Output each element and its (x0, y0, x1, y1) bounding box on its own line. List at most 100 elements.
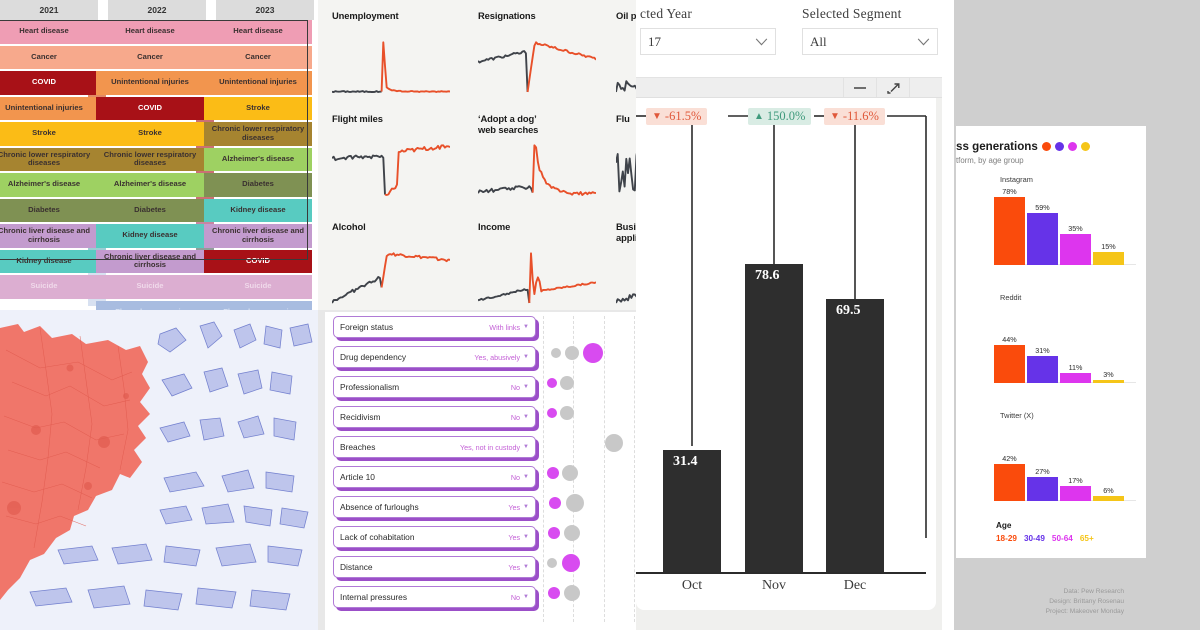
criteria-row[interactable]: Lack of cohabitation Yes ▼ (333, 526, 539, 551)
bar-value-label: 69.5 (836, 303, 861, 319)
criteria-label: Drug dependency (340, 352, 407, 362)
criteria-row[interactable]: Article 10 No ▼ (333, 466, 539, 491)
criteria-dropdown[interactable]: Article 10 No ▼ (333, 466, 536, 488)
criteria-dropdown[interactable]: Professionalism No ▼ (333, 376, 536, 398)
chevron-down-icon[interactable]: ▼ (523, 564, 529, 570)
bump-cell: Alzheimer's disease (204, 147, 312, 171)
generations-subtitle: tform, by age group (956, 156, 1024, 165)
bump-cell: Cancer (204, 45, 312, 69)
bump-cell: Diabetes (204, 173, 312, 197)
sparkline-svg (478, 252, 596, 304)
criteria-dot-plot (543, 316, 635, 626)
criteria-dropdown[interactable]: Distance Yes ▼ (333, 556, 536, 578)
sparkline-svg (332, 144, 450, 196)
criteria-value: Yes ▼ (508, 563, 529, 572)
sparkline-grid: Unemployment Resignations Oil p Flight mile… (318, 0, 638, 310)
sparkline-title: Flight miles (332, 113, 383, 124)
dot-row (543, 462, 635, 484)
bump-cell: COVID (96, 96, 204, 120)
bump-cell: Unintentional injuries (0, 96, 98, 120)
sparkline-cell: Resignations (478, 10, 624, 102)
criteria-dropdown[interactable]: Internal pressures No ▼ (333, 586, 536, 608)
chevron-down-icon[interactable]: ▼ (523, 594, 529, 600)
filter-selected-year: cted Year 17 (640, 6, 776, 55)
selected-segment-select[interactable]: All (802, 28, 938, 55)
generations-bar (1027, 477, 1058, 501)
criteria-value: Yes ▼ (508, 503, 529, 512)
sparkline-title: Oil p (616, 10, 637, 21)
generations-bar (994, 196, 1025, 265)
selected-year-value: 17 (648, 33, 661, 49)
age-group-legend-item: 30-49 (1023, 534, 1045, 543)
criteria-row[interactable]: Distance Yes ▼ (333, 556, 539, 581)
chevron-down-icon[interactable]: ▼ (523, 384, 529, 390)
sparkline-cell: Oil p (616, 10, 638, 102)
map-islands-scatter (29, 321, 313, 611)
generations-bar (1093, 380, 1124, 383)
criteria-value: Yes, not in custody ▼ (460, 443, 529, 452)
bump-chart-body: Heart disease Cancer COVID Unintentional in… (0, 20, 318, 310)
criteria-value-text: No (510, 412, 521, 422)
criteria-row[interactable]: Foreign status With links ▼ (333, 316, 539, 341)
criteria-dropdown[interactable]: Absence of furloughs Yes ▼ (333, 496, 536, 518)
sparkline-title: ‘Adopt a dog’ web searches (478, 113, 539, 136)
generations-bar (1060, 234, 1091, 265)
bump-cell: Stroke (204, 96, 312, 120)
selected-year-select[interactable]: 17 (640, 28, 776, 55)
resize-handle[interactable] (909, 78, 942, 97)
delta-badge: ▲ 150.0% (748, 107, 812, 125)
generations-bar (1060, 373, 1091, 383)
chevron-down-icon (917, 38, 930, 45)
sparkline-svg (616, 293, 638, 304)
chevron-down-icon[interactable]: ▼ (523, 414, 529, 420)
bump-cell: Flu and pneumonia (204, 300, 312, 310)
criteria-value-text: Yes (508, 502, 521, 512)
minimize-icon[interactable] (843, 78, 876, 97)
legend-dot-18-29 (1041, 142, 1051, 151)
bump-cell: Kidney disease (96, 224, 204, 248)
chevron-down-icon[interactable]: ▼ (523, 534, 529, 540)
generations-bar (1027, 213, 1058, 265)
chevron-down-icon[interactable]: ▼ (523, 444, 529, 450)
criteria-dropdown[interactable]: Drug dependency Yes, abusively ▼ (333, 346, 536, 368)
generations-bar (1027, 355, 1058, 383)
criteria-label: Lack of cohabitation (340, 532, 415, 542)
bump-chart-header-row: 2021 2022 2023 (0, 0, 318, 20)
dot-muted (565, 346, 579, 360)
criteria-dropdown[interactable]: Breaches Yes, not in custody ▼ (333, 436, 536, 458)
dot-muted (564, 585, 580, 601)
x-axis-labels: Oct Nov Dec (636, 578, 936, 596)
chevron-down-icon[interactable]: ▼ (523, 474, 529, 480)
criteria-row[interactable]: Recidivism No ▼ (333, 406, 539, 431)
arrow-up-icon: ▲ (754, 110, 764, 122)
chevron-down-icon[interactable]: ▼ (523, 354, 529, 360)
criteria-value: No ▼ (511, 473, 529, 482)
criteria-row[interactable]: Breaches Yes, not in custody ▼ (333, 436, 539, 461)
criteria-row[interactable]: Internal pressures No ▼ (333, 586, 539, 611)
bump-cell: Heart disease (204, 20, 312, 44)
sparkline-small-multiples-panel: Unemployment Resignations Oil p Flight mile… (318, 0, 638, 310)
generations-bar (1093, 251, 1124, 265)
criteria-value: Yes ▼ (508, 533, 529, 542)
generations-title: ss generations (956, 140, 1146, 153)
chevron-down-icon[interactable]: ▼ (523, 504, 529, 510)
credit-line: Data: Pew Research (1063, 588, 1124, 595)
bump-cell: Alzheimer's disease (0, 173, 98, 197)
sparkline-svg (478, 144, 596, 196)
age-group-legend-item: 18-29 (996, 534, 1017, 543)
criteria-dropdown[interactable]: Foreign status With links ▼ (333, 316, 536, 338)
bump-column-2022: Heart disease Cancer Unintentional injurie… (96, 20, 204, 310)
criteria-dropdown[interactable]: Recidivism No ▼ (333, 406, 536, 428)
criteria-row[interactable]: Drug dependency Yes, abusively ▼ (333, 346, 539, 371)
chevron-down-icon[interactable]: ▼ (523, 324, 529, 330)
selected-segment-value: All (810, 33, 827, 49)
dot-active (562, 554, 580, 572)
dot-muted (562, 465, 578, 481)
criteria-dropdown[interactable]: Lack of cohabitation Yes ▼ (333, 526, 536, 548)
criteria-row[interactable]: Professionalism No ▼ (333, 376, 539, 401)
criteria-value-text: Yes, abusively (474, 352, 521, 362)
generations-bar-label: 35% (1068, 224, 1083, 234)
criteria-row[interactable]: Absence of furloughs Yes ▼ (333, 496, 539, 521)
generations-bar-label: 11% (1068, 363, 1083, 373)
expand-icon[interactable] (876, 78, 909, 97)
